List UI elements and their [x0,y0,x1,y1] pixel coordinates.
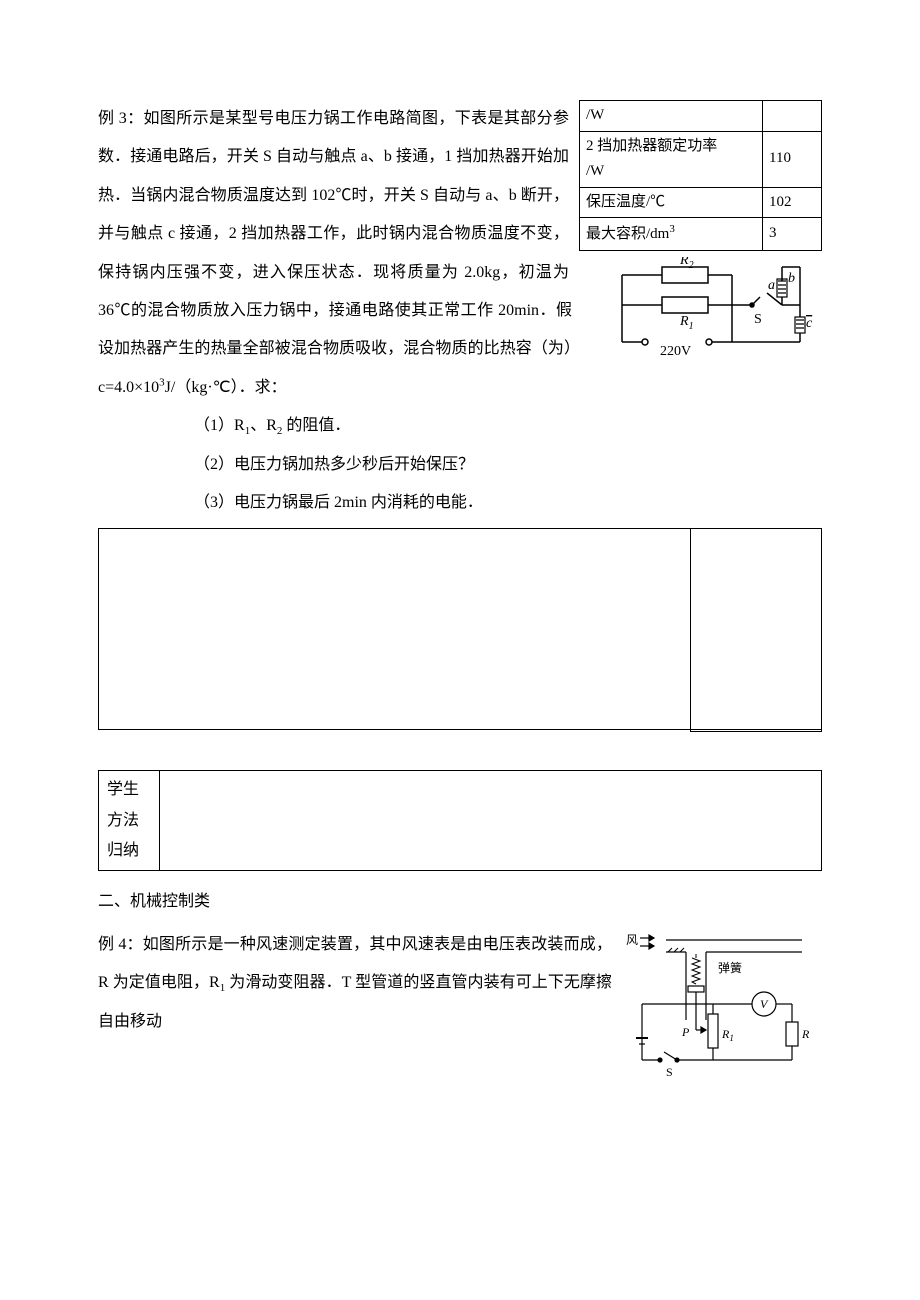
svg-text:220V: 220V [660,344,691,359]
svg-text:弹簧: 弹簧 [718,960,742,975]
method-summary-table: 学生 方法 归纳 [98,770,822,871]
svg-text:S: S [666,1065,673,1079]
svg-text:V: V [760,997,769,1011]
param-row2-value: 110 [763,131,822,187]
svg-text:R: R [801,1027,810,1041]
section-2-title: 二、机械控制类 [98,883,822,921]
answer-box-right-col [690,528,822,732]
svg-text:S: S [754,312,762,327]
param-row1-value [763,101,822,132]
wind-device-diagram: 风 弹簧 V R R1 P S [622,930,822,1095]
svg-text:R1: R1 [721,1027,734,1043]
param-row3-value: 102 [763,187,822,218]
circuit-diagram: R2 R1 a b c S 220V [582,257,822,382]
svg-text:c: c [806,316,813,331]
param-row4-label: 最大容积/dm3 [580,218,763,251]
svg-text:R1: R1 [679,314,694,332]
svg-text:b: b [788,271,795,286]
svg-text:a: a [768,278,775,293]
question-1: （1）R1、R2 的阻值． [98,407,822,445]
param-row3-label: 保压温度/℃ [580,187,763,218]
svg-text:P: P [681,1025,690,1039]
question-3: （3）电压力锅最后 2min 内消耗的电能． [98,484,822,522]
param-row4-value: 3 [763,218,822,251]
question-2: （2）电压力锅加热多少秒后开始保压？ [98,446,822,484]
method-label-cell: 学生 方法 归纳 [99,771,160,871]
answer-box [98,528,822,730]
svg-text:风: 风 [626,933,638,947]
params-table: /W 2 挡加热器额定功率 /W 110 保压温度/℃ 102 最大容积/dm3… [579,100,822,251]
param-row2-label: 2 挡加热器额定功率 /W [580,131,763,187]
method-content-cell [160,771,822,871]
svg-text:R2: R2 [679,257,694,271]
param-row1-label: /W [580,101,763,132]
